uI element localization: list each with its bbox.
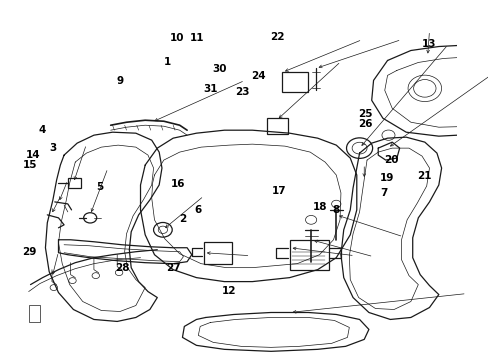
Text: 9: 9 (116, 76, 123, 86)
Text: 17: 17 (271, 186, 285, 196)
Text: 26: 26 (357, 120, 372, 129)
Text: 2: 2 (179, 215, 186, 224)
Text: 13: 13 (421, 39, 435, 49)
Text: 27: 27 (166, 263, 181, 273)
Text: 23: 23 (235, 87, 249, 97)
Bar (203, 242, 231, 264)
Text: 25: 25 (357, 109, 372, 119)
Text: 20: 20 (384, 155, 398, 165)
Bar (289, 240, 328, 270)
Text: 29: 29 (22, 247, 36, 257)
Bar (29, 305, 40, 323)
Text: 22: 22 (270, 32, 285, 41)
Text: 16: 16 (171, 179, 185, 189)
Text: 24: 24 (250, 71, 265, 81)
Bar (68, 178, 81, 188)
Text: 11: 11 (189, 33, 203, 43)
Text: 10: 10 (170, 33, 184, 43)
Text: 21: 21 (417, 171, 431, 181)
Text: 12: 12 (221, 286, 235, 296)
Text: 31: 31 (203, 84, 217, 94)
Bar (282, 72, 307, 92)
Text: 14: 14 (26, 150, 41, 160)
Text: 28: 28 (115, 263, 130, 273)
Text: 5: 5 (96, 182, 103, 192)
Text: 1: 1 (163, 57, 170, 67)
Text: 6: 6 (194, 206, 201, 216)
Text: 18: 18 (312, 202, 326, 212)
Text: 7: 7 (379, 188, 386, 198)
Text: 8: 8 (331, 206, 339, 216)
Text: 15: 15 (23, 159, 38, 170)
Text: 4: 4 (39, 125, 46, 135)
Bar (267, 118, 287, 134)
Text: 30: 30 (212, 64, 226, 74)
Text: 19: 19 (379, 173, 394, 183)
Text: 3: 3 (49, 143, 57, 153)
